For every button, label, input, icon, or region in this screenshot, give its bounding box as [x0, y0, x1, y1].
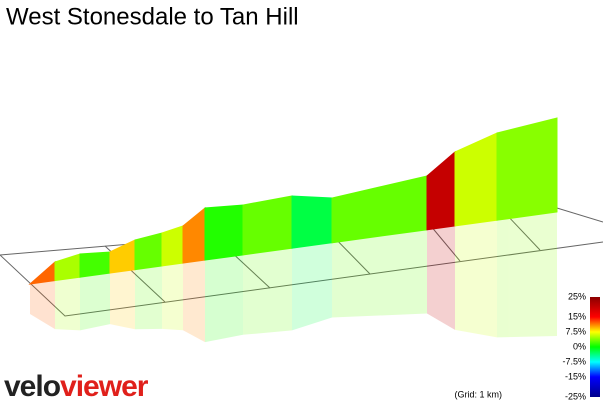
gradient-segment	[496, 117, 558, 221]
legend-tick-label: 0%	[573, 341, 586, 351]
segment-reflection	[497, 212, 557, 338]
gradient-segment	[161, 225, 184, 267]
segment-reflection	[80, 273, 110, 331]
segment-reflection	[162, 263, 183, 331]
chart-title: West Stonesdale to Tan Hill	[6, 3, 299, 30]
legend-tick-label: 15%	[568, 311, 586, 321]
segment-reflection	[332, 229, 427, 318]
segment-reflection	[55, 277, 80, 331]
gradient-segment	[204, 204, 244, 261]
reflection	[30, 212, 557, 343]
segment-reflection	[110, 269, 135, 330]
color-legend	[590, 297, 600, 397]
gradient-segment	[28, 260, 56, 285]
gradient-segment	[242, 195, 293, 256]
grid-line	[504, 212, 541, 251]
gradient-segment	[134, 232, 163, 271]
logo: veloviewer	[4, 370, 149, 403]
floor-front	[0, 241, 603, 317]
legend-tick-label: -15%	[565, 371, 586, 381]
segment-reflection	[455, 220, 497, 338]
grid-note: (Grid: 1 km)	[454, 389, 502, 399]
legend-tick-label: 25%	[568, 291, 586, 301]
logo-part: viewer	[60, 370, 149, 403]
segment-reflection	[205, 254, 243, 343]
logo-part: velo	[4, 370, 61, 403]
gradient-segment	[454, 132, 498, 227]
gradient-segment	[426, 150, 456, 231]
legend: 25% 15% 7.5% 0% -7.5% -15% -25%	[562, 291, 586, 401]
profile	[28, 117, 558, 285]
gradient-segment	[291, 195, 333, 249]
gradient-segment	[79, 251, 111, 278]
segment-reflection	[292, 242, 332, 331]
legend-tick-label: -25%	[565, 391, 586, 401]
segment-reflection	[427, 225, 455, 330]
gradient-segment	[182, 206, 206, 264]
gradient-segment	[54, 253, 81, 282]
segment-reflection	[243, 248, 292, 335]
segment-reflection	[135, 265, 162, 330]
segment-reflection	[183, 260, 205, 343]
legend-tick-label: 7.5%	[565, 326, 586, 336]
legend-tick-label: -7.5%	[562, 356, 586, 366]
segment-reflection	[30, 280, 55, 330]
